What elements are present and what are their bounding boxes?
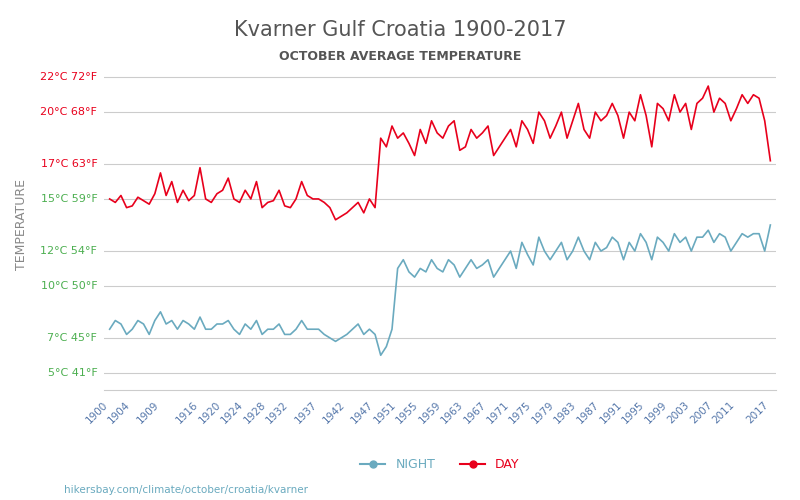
Text: hikersbay.com/climate/october/croatia/kvarner: hikersbay.com/climate/october/croatia/kv… bbox=[64, 485, 308, 495]
Text: OCTOBER AVERAGE TEMPERATURE: OCTOBER AVERAGE TEMPERATURE bbox=[279, 50, 521, 63]
Text: 7°C 45°F: 7°C 45°F bbox=[47, 333, 98, 343]
Text: 12°C 54°F: 12°C 54°F bbox=[41, 246, 98, 256]
Y-axis label: TEMPERATURE: TEMPERATURE bbox=[14, 180, 28, 270]
Legend: NIGHT, DAY: NIGHT, DAY bbox=[355, 453, 525, 476]
Text: 17°C 63°F: 17°C 63°F bbox=[41, 159, 98, 169]
Text: 15°C 59°F: 15°C 59°F bbox=[41, 194, 98, 204]
Text: 20°C 68°F: 20°C 68°F bbox=[41, 107, 98, 117]
Text: 5°C 41°F: 5°C 41°F bbox=[47, 368, 98, 378]
Text: 10°C 50°F: 10°C 50°F bbox=[41, 281, 98, 291]
Text: Kvarner Gulf Croatia 1900-2017: Kvarner Gulf Croatia 1900-2017 bbox=[234, 20, 566, 40]
Text: 22°C 72°F: 22°C 72°F bbox=[40, 72, 98, 83]
